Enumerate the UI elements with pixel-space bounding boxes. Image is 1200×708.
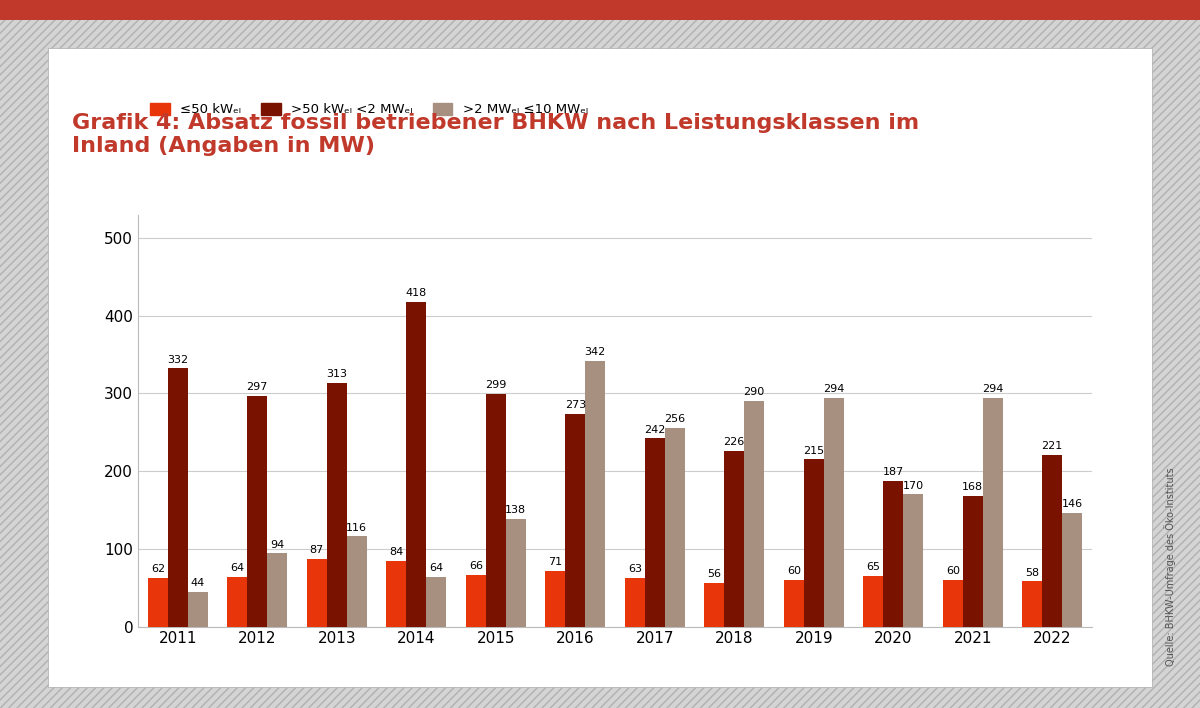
Text: 66: 66 [469,561,482,571]
Bar [148,578,168,627]
Bar [326,383,347,627]
Text: Quelle: BHKW-Umfrage des Öko-Instituts: Quelle: BHKW-Umfrage des Öko-Instituts [1164,467,1176,666]
Text: 146: 146 [1062,499,1082,509]
Text: 64: 64 [230,563,245,573]
Text: 62: 62 [151,564,164,574]
Text: 273: 273 [565,401,586,411]
Bar [665,428,684,627]
Text: 226: 226 [724,437,745,447]
Bar [983,398,1002,627]
Bar [347,537,366,627]
Text: 56: 56 [707,569,721,579]
Bar [486,394,505,627]
Text: 44: 44 [191,578,205,588]
Bar [187,593,208,627]
Bar [505,519,526,627]
Bar [1022,581,1043,627]
Bar [407,302,426,627]
Text: 71: 71 [548,557,563,568]
Bar [565,414,586,627]
Text: 116: 116 [346,523,367,532]
Text: 87: 87 [310,545,324,555]
Text: 342: 342 [584,347,606,357]
Text: 294: 294 [823,384,845,394]
Bar [386,561,407,627]
Bar [1043,455,1062,627]
Text: 64: 64 [430,563,443,573]
Text: 418: 418 [406,287,427,297]
Bar [426,577,446,627]
Text: 63: 63 [628,564,642,573]
Bar [307,559,326,627]
Bar [625,578,644,627]
Text: 138: 138 [505,506,526,515]
Text: 168: 168 [962,482,983,492]
Bar [0,0,1200,20]
Text: 299: 299 [485,380,506,390]
Bar [228,577,247,627]
Bar [823,398,844,627]
Text: 84: 84 [389,547,403,557]
Text: 94: 94 [270,539,284,549]
Bar [804,459,823,627]
Bar [644,438,665,627]
Text: 60: 60 [787,566,800,576]
Bar [546,571,565,627]
Text: 332: 332 [167,355,188,365]
Text: Grafik 4: Absatz fossil betriebener BHKW nach Leistungsklassen im
Inland (Angabe: Grafik 4: Absatz fossil betriebener BHKW… [72,113,919,156]
Text: 313: 313 [326,370,347,379]
Bar [883,481,904,627]
Bar [962,496,983,627]
Bar [466,576,486,627]
Text: 221: 221 [1042,441,1063,451]
Bar [725,451,744,627]
Bar [784,580,804,627]
Legend: ≤50 kWₑₗ, >50 kWₑₗ <2 MWₑₗ, >2 MWₑₗ ≤10 MWₑₗ: ≤50 kWₑₗ, >50 kWₑₗ <2 MWₑₗ, >2 MWₑₗ ≤10 … [144,98,594,122]
Bar [247,396,268,627]
Bar [1062,513,1082,627]
Text: 215: 215 [803,445,824,455]
Bar [864,576,883,627]
Text: 294: 294 [982,384,1003,394]
Text: 297: 297 [246,382,268,392]
Bar [168,368,187,627]
Bar [268,554,287,627]
Bar [904,494,923,627]
Bar [943,580,962,627]
Text: 187: 187 [883,467,904,477]
Text: 60: 60 [946,566,960,576]
Text: 242: 242 [644,425,666,435]
Bar [704,583,725,627]
Text: 58: 58 [1025,568,1039,578]
Bar [744,401,764,627]
Text: 256: 256 [664,413,685,423]
Bar [586,360,605,627]
Text: 65: 65 [866,562,881,572]
Text: 170: 170 [902,481,924,491]
Text: 290: 290 [744,387,764,397]
